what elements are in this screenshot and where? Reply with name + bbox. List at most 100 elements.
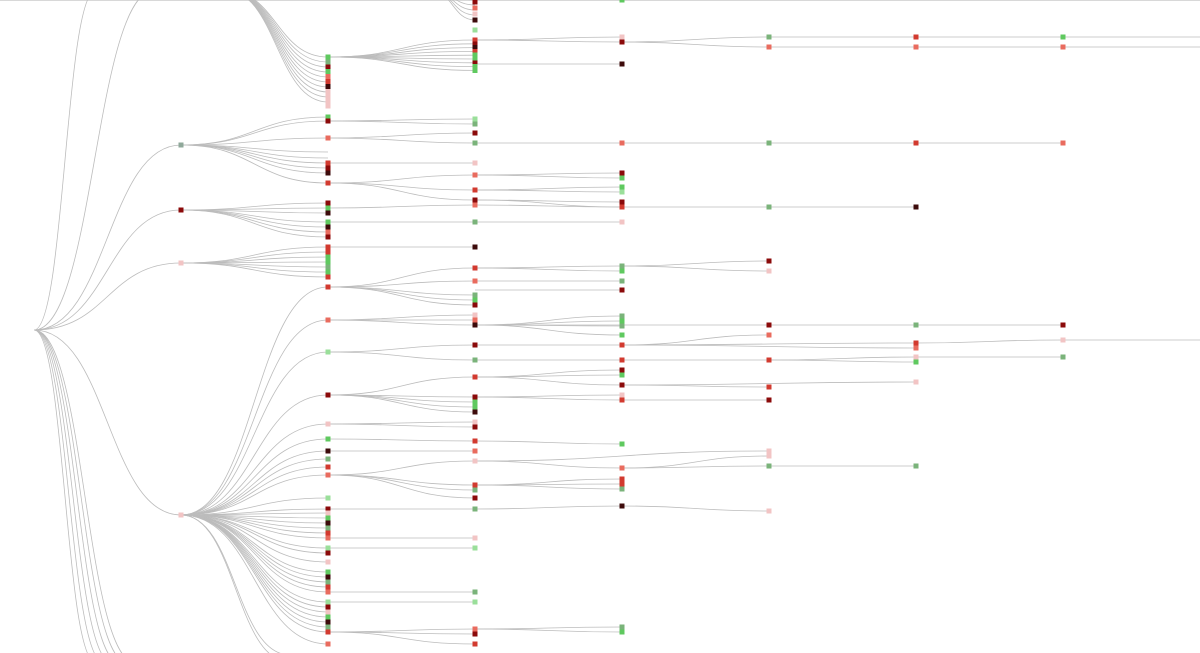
tree-node[interactable] [472,641,478,647]
tree-node[interactable] [325,506,331,512]
tree-node[interactable] [1060,354,1066,360]
tree-node[interactable] [619,170,625,176]
tree-node[interactable] [472,11,478,17]
tree-node[interactable] [325,421,331,427]
tree-node[interactable] [472,458,478,464]
tree-node[interactable] [619,382,625,388]
tree-node[interactable] [619,357,625,363]
tree-node[interactable] [619,278,625,284]
tree-node[interactable] [472,172,478,178]
tree-node[interactable] [325,624,331,630]
tree-node[interactable] [472,67,478,73]
tree-node[interactable] [325,599,331,605]
tree-node[interactable] [619,397,625,403]
tree-node[interactable] [472,244,478,250]
tree-node[interactable] [325,244,331,250]
tree-node[interactable] [325,614,331,620]
tree-node[interactable] [325,284,331,290]
tree-node[interactable] [325,114,331,120]
tree-node[interactable] [472,187,478,193]
tree-node[interactable] [325,535,331,541]
tree-node[interactable] [325,472,331,478]
tree-node[interactable] [472,219,478,225]
tree-node[interactable] [325,219,331,225]
tree-node[interactable] [325,135,331,141]
hub-node[interactable] [178,207,184,213]
tree-node[interactable] [766,332,772,338]
tree-node[interactable] [913,140,919,146]
tree-node[interactable] [1060,44,1066,50]
tree-node[interactable] [325,619,331,625]
tree-node[interactable] [472,545,478,551]
tree-node[interactable] [766,140,772,146]
tree-node[interactable] [472,265,478,271]
tree-node[interactable] [472,312,478,318]
tree-node[interactable] [766,268,772,274]
tree-node[interactable] [619,367,625,373]
tree-node[interactable] [325,545,331,551]
tree-node[interactable] [472,121,478,127]
tree-node[interactable] [325,200,331,206]
tree-node[interactable] [472,409,478,415]
tree-node[interactable] [472,448,478,454]
tree-node[interactable] [472,130,478,136]
tree-node[interactable] [325,392,331,398]
tree-node[interactable] [325,59,331,65]
tree-node[interactable] [619,392,625,398]
tree-node[interactable] [913,44,919,50]
tree-node[interactable] [913,359,919,365]
tree-node[interactable] [913,354,919,360]
tree-node[interactable] [472,45,478,51]
tree-node[interactable] [766,397,772,403]
hub-node[interactable] [178,512,184,518]
tree-node[interactable] [325,74,331,80]
tree-node[interactable] [619,372,625,378]
tree-node[interactable] [766,463,772,469]
tree-node[interactable] [472,297,478,303]
tree-node[interactable] [619,268,625,274]
tree-node[interactable] [325,160,331,166]
tree-node[interactable] [766,204,772,210]
tree-node[interactable] [472,535,478,541]
tree-node[interactable] [325,170,331,176]
tree-node[interactable] [325,274,331,280]
tree-node[interactable] [325,495,331,501]
tree-node[interactable] [619,441,625,447]
tree-node[interactable] [472,631,478,637]
tree-node[interactable] [913,204,919,210]
tree-node[interactable] [619,287,625,293]
tree-node[interactable] [472,116,478,122]
tree-node[interactable] [619,61,625,67]
tree-node[interactable] [619,486,625,492]
tree-node[interactable] [325,464,331,470]
tree-node[interactable] [472,424,478,430]
tree-node[interactable] [325,249,331,255]
tree-node[interactable] [619,332,625,338]
tree-node[interactable] [325,269,331,275]
tree-node[interactable] [325,210,331,216]
tree-node[interactable] [472,626,478,632]
tree-node[interactable] [325,205,331,211]
tree-node[interactable] [325,64,331,70]
tree-node[interactable] [325,259,331,265]
tree-node[interactable] [325,436,331,442]
tree-node[interactable] [325,448,331,454]
tree-node[interactable] [325,224,331,230]
tree-node[interactable] [619,0,625,3]
tree-node[interactable] [325,609,331,615]
tree-node[interactable] [472,302,478,308]
tree-node[interactable] [472,599,478,605]
hub-node[interactable] [178,142,184,148]
tree-node[interactable] [325,234,331,240]
tree-node[interactable] [325,530,331,536]
tree-node[interactable] [325,559,331,565]
tree-node[interactable] [472,48,478,54]
tree-node[interactable] [619,481,625,487]
tree-node[interactable] [325,579,331,585]
tree-node[interactable] [325,317,331,323]
tree-node[interactable] [325,88,331,94]
tree-node[interactable] [325,510,331,516]
tree-node[interactable] [619,323,625,329]
tree-node[interactable] [619,263,625,269]
tree-node[interactable] [913,379,919,385]
